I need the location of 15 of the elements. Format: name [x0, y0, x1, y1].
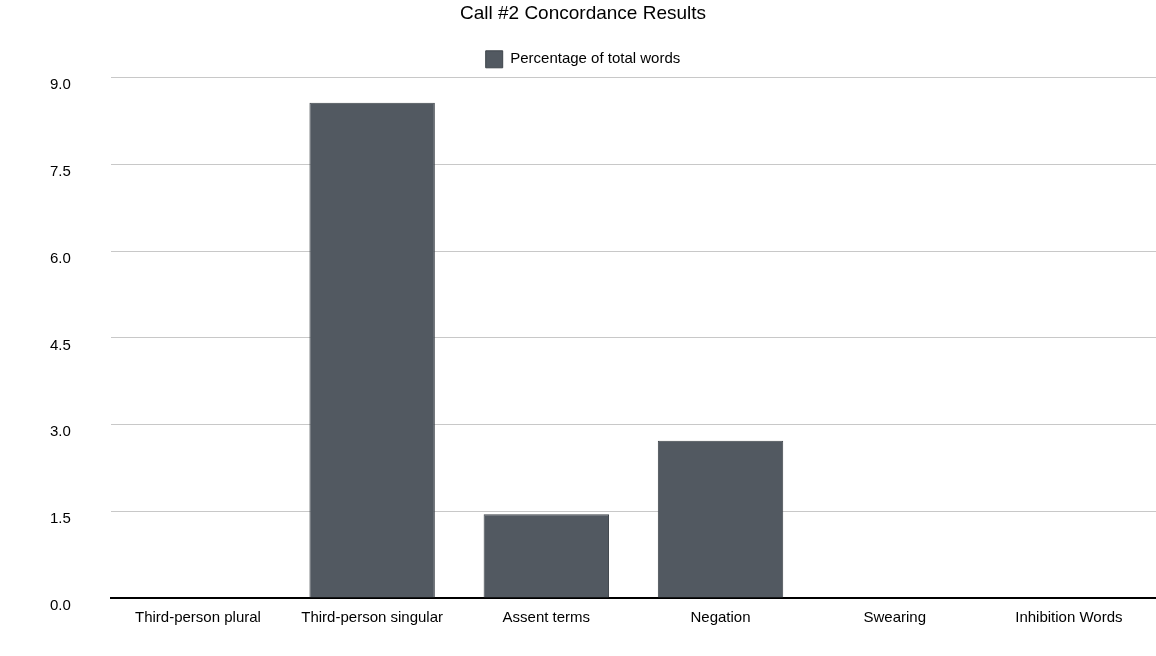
x-tick-label: Swearing	[863, 608, 926, 626]
x-tick-label: Assent terms	[502, 608, 591, 626]
x-tick-label: Third-person plural	[135, 608, 261, 626]
y-tick-label: 6.0	[49, 248, 71, 266]
legend-label: Percentage of total words	[510, 49, 681, 67]
y-tick-label: 0.0	[49, 595, 71, 613]
x-tick-label: Negation	[690, 608, 751, 626]
y-tick-label: 1.5	[49, 508, 71, 526]
y-tick-label: 3.0	[49, 422, 71, 440]
x-tick-label: Third-person singular	[301, 608, 444, 626]
y-tick-label: 4.5	[49, 335, 71, 353]
y-tick-label: 9.0	[49, 75, 71, 93]
x-tick-label: Inhibition Words	[1015, 608, 1123, 626]
y-tick-label: 7.5	[49, 162, 71, 180]
chart-title: Call #2 Concordance Results	[459, 1, 707, 23]
